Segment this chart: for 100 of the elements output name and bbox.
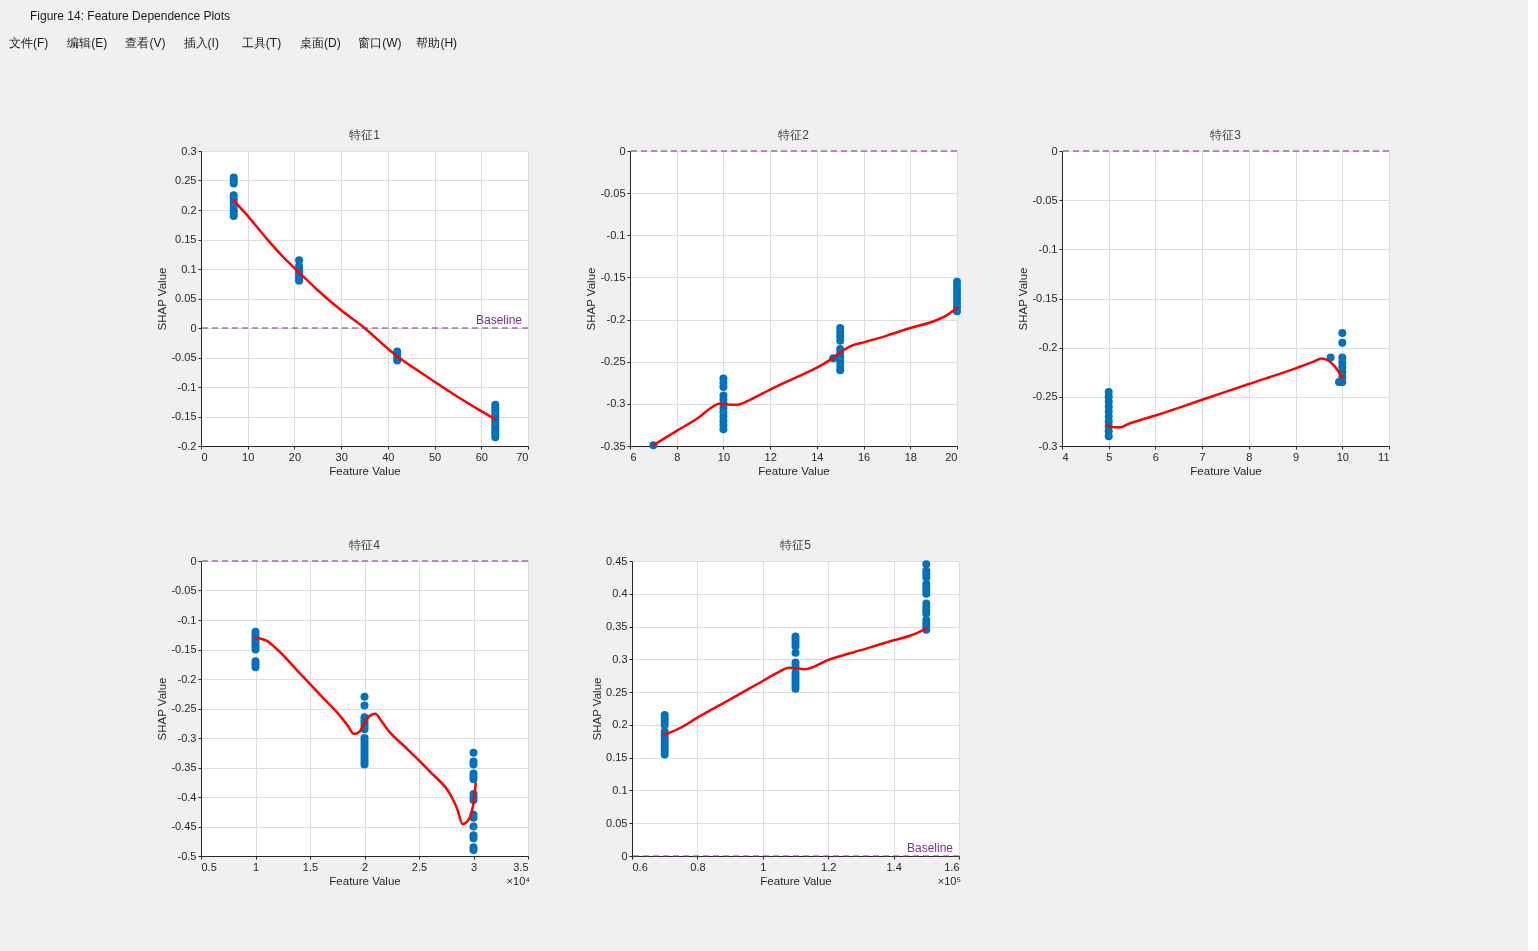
y-tick-label: -0.25 <box>1032 390 1058 403</box>
chart-title: 特征3 <box>1210 128 1242 142</box>
y-tick-label: -0.15 <box>1032 292 1058 304</box>
x-tick-label: 0.6 <box>632 860 648 873</box>
x-tick-label: 5 <box>1106 450 1113 463</box>
x-tick-label: 8 <box>674 450 681 463</box>
x-axis-title: Feature Value <box>329 464 401 477</box>
text: Figure 14: Feature Dependence Plots <box>30 9 231 23</box>
y-tick-label: -0.4 <box>177 790 197 803</box>
x-axis-title: Feature Value <box>329 874 401 887</box>
x-tick-label: 3.5 <box>513 860 529 873</box>
y-tick-label: -0.1 <box>606 228 626 241</box>
chart-title: 特征5 <box>780 538 812 552</box>
text: 查看(V) <box>125 36 166 50</box>
x-tick-label: 1 <box>252 860 260 873</box>
chart-title: 特征2 <box>778 128 810 142</box>
y-tick-label: 0 <box>621 849 628 862</box>
x-tick-label: 2.5 <box>411 860 428 873</box>
x-tick-label: 16 <box>857 450 871 463</box>
y-tick-label: 0.35 <box>606 620 628 633</box>
y-tick-label: -0.15 <box>171 643 197 655</box>
y-tick-label: 0.45 <box>606 554 628 567</box>
x-tick-label: 40 <box>382 450 395 463</box>
y-tick-label: -0.35 <box>600 439 626 452</box>
chart-title: 特征1 <box>349 128 381 142</box>
x-tick-label: 4 <box>1062 450 1069 463</box>
y-tick-label: -0.2 <box>177 672 197 685</box>
x-tick-label: 3 <box>470 860 478 873</box>
y-tick-label: -0.25 <box>171 702 197 714</box>
x-tick-label: 18 <box>904 450 917 463</box>
x-tick-label: 14 <box>811 450 824 463</box>
y-tick-label: -0.3 <box>1038 439 1058 452</box>
x-tick-label: 1.5 <box>302 860 319 873</box>
y-tick-label: 0.15 <box>175 233 197 245</box>
x-axis-title: Feature Value <box>760 874 832 887</box>
text: 桌面(D) <box>300 36 341 50</box>
x-tick-label: 0.5 <box>201 860 217 873</box>
x-tick-label: 8 <box>1246 450 1253 463</box>
y-tick-label: -0.1 <box>177 613 197 626</box>
y-tick-label: 0.4 <box>612 587 628 600</box>
text: ×10⁵ <box>937 875 961 887</box>
x-axis-title: Feature Value <box>1190 464 1262 477</box>
x-tick-label: 50 <box>428 450 442 463</box>
x-tick-label: 10 <box>242 450 255 463</box>
x-tick-label: 1.6 <box>944 860 960 873</box>
x-axis-title: Feature Value <box>758 464 830 477</box>
x-tick-label: 1.2 <box>821 860 837 873</box>
y-tick-label: 0.3 <box>612 652 628 665</box>
x-tick-label: 11 <box>1378 450 1390 463</box>
x-tick-label: 60 <box>475 450 488 463</box>
y-tick-label: -0.05 <box>171 351 197 363</box>
y-tick-label: 0.3 <box>181 144 197 157</box>
y-tick-label: 0.2 <box>181 203 197 216</box>
y-tick-label: -0.3 <box>606 397 626 410</box>
x-tick-label: 0 <box>201 450 208 463</box>
text: 编辑(E) <box>67 36 108 50</box>
y-axis-title: SHAP Value <box>156 677 169 741</box>
y-tick-label: 0.05 <box>175 292 197 304</box>
text: 插入(I) <box>183 36 219 50</box>
y-tick-label: 0 <box>1051 144 1058 157</box>
text: 帮助(H) <box>416 36 458 50</box>
y-tick-label: -0.45 <box>171 820 197 832</box>
x-tick-label: 30 <box>335 450 348 463</box>
y-tick-label: -0.35 <box>171 761 197 773</box>
y-tick-label: 0 <box>619 144 626 157</box>
x-tick-label: 20 <box>945 450 958 463</box>
y-axis-title: SHAP Value <box>591 677 604 741</box>
y-tick-label: -0.15 <box>171 410 197 422</box>
ref-line-label: Baseline <box>906 841 954 855</box>
y-tick-label: 0.1 <box>181 262 197 275</box>
y-tick-label: -0.5 <box>177 849 197 862</box>
y-tick-label: 0.05 <box>606 816 628 829</box>
y-axis-title: SHAP Value <box>585 267 598 331</box>
y-tick-label: 0.25 <box>175 174 197 186</box>
y-tick-label: -0.1 <box>1038 242 1058 255</box>
text: ×10⁴ <box>506 875 531 887</box>
y-tick-label: -0.2 <box>606 313 626 326</box>
y-tick-label: 0.25 <box>606 685 628 698</box>
y-tick-label: -0.3 <box>177 731 197 744</box>
y-tick-label: 0 <box>190 554 197 567</box>
text: 文件(F) <box>9 36 49 50</box>
y-tick-label: 0.15 <box>606 751 628 764</box>
text: 工具(T) <box>241 36 282 50</box>
x-tick-label: 20 <box>288 450 302 463</box>
y-tick-label: -0.05 <box>600 186 626 199</box>
y-tick-label: 0.1 <box>612 783 628 796</box>
x-tick-label: 7 <box>1199 450 1206 463</box>
x-tick-label: 10 <box>1336 450 1349 463</box>
y-tick-label: -0.05 <box>1032 193 1058 206</box>
y-tick-label: -0.05 <box>171 584 197 596</box>
x-tick-label: 12 <box>764 450 777 463</box>
x-tick-label: 1.4 <box>886 860 902 873</box>
x-tick-label: 1 <box>760 860 767 873</box>
y-tick-label: -0.2 <box>177 439 197 452</box>
x-tick-label: 10 <box>717 450 731 463</box>
x-tick-label: 0.8 <box>690 860 706 873</box>
y-tick-label: -0.1 <box>177 380 197 393</box>
y-tick-label: -0.25 <box>600 355 626 368</box>
y-axis-title: SHAP Value <box>156 267 169 331</box>
x-tick-label: 70 <box>516 450 529 463</box>
